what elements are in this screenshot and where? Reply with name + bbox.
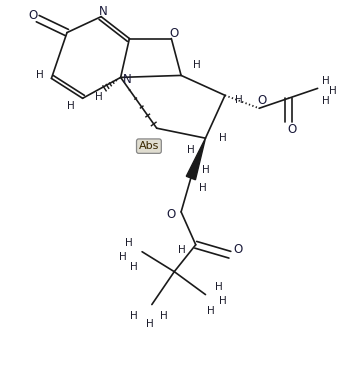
Text: N: N — [123, 73, 132, 86]
Text: H: H — [235, 95, 243, 105]
Text: H: H — [215, 281, 223, 292]
Text: O: O — [167, 208, 176, 221]
Text: O: O — [170, 27, 179, 40]
Text: H: H — [202, 165, 209, 175]
Text: H: H — [178, 245, 186, 255]
Text: H: H — [329, 86, 337, 96]
Text: H: H — [95, 92, 103, 102]
Text: O: O — [233, 243, 242, 256]
Text: O: O — [288, 123, 297, 136]
Text: H: H — [321, 96, 329, 106]
Text: H: H — [193, 60, 201, 70]
Text: H: H — [199, 183, 207, 193]
Text: H: H — [187, 145, 195, 155]
Text: H: H — [321, 76, 329, 86]
Polygon shape — [186, 138, 206, 180]
Text: H: H — [160, 311, 167, 321]
Text: H: H — [219, 296, 227, 306]
Text: H: H — [36, 70, 43, 81]
Text: H: H — [125, 238, 132, 248]
Text: O: O — [257, 94, 267, 107]
Text: N: N — [99, 5, 108, 18]
Text: H: H — [219, 133, 227, 143]
Text: Abs: Abs — [139, 141, 159, 151]
Text: H: H — [67, 101, 75, 111]
Text: H: H — [130, 311, 138, 321]
Text: H: H — [208, 306, 215, 315]
Text: H: H — [130, 262, 138, 272]
Text: H: H — [146, 320, 154, 329]
Text: H: H — [119, 252, 126, 262]
Text: O: O — [28, 9, 37, 22]
